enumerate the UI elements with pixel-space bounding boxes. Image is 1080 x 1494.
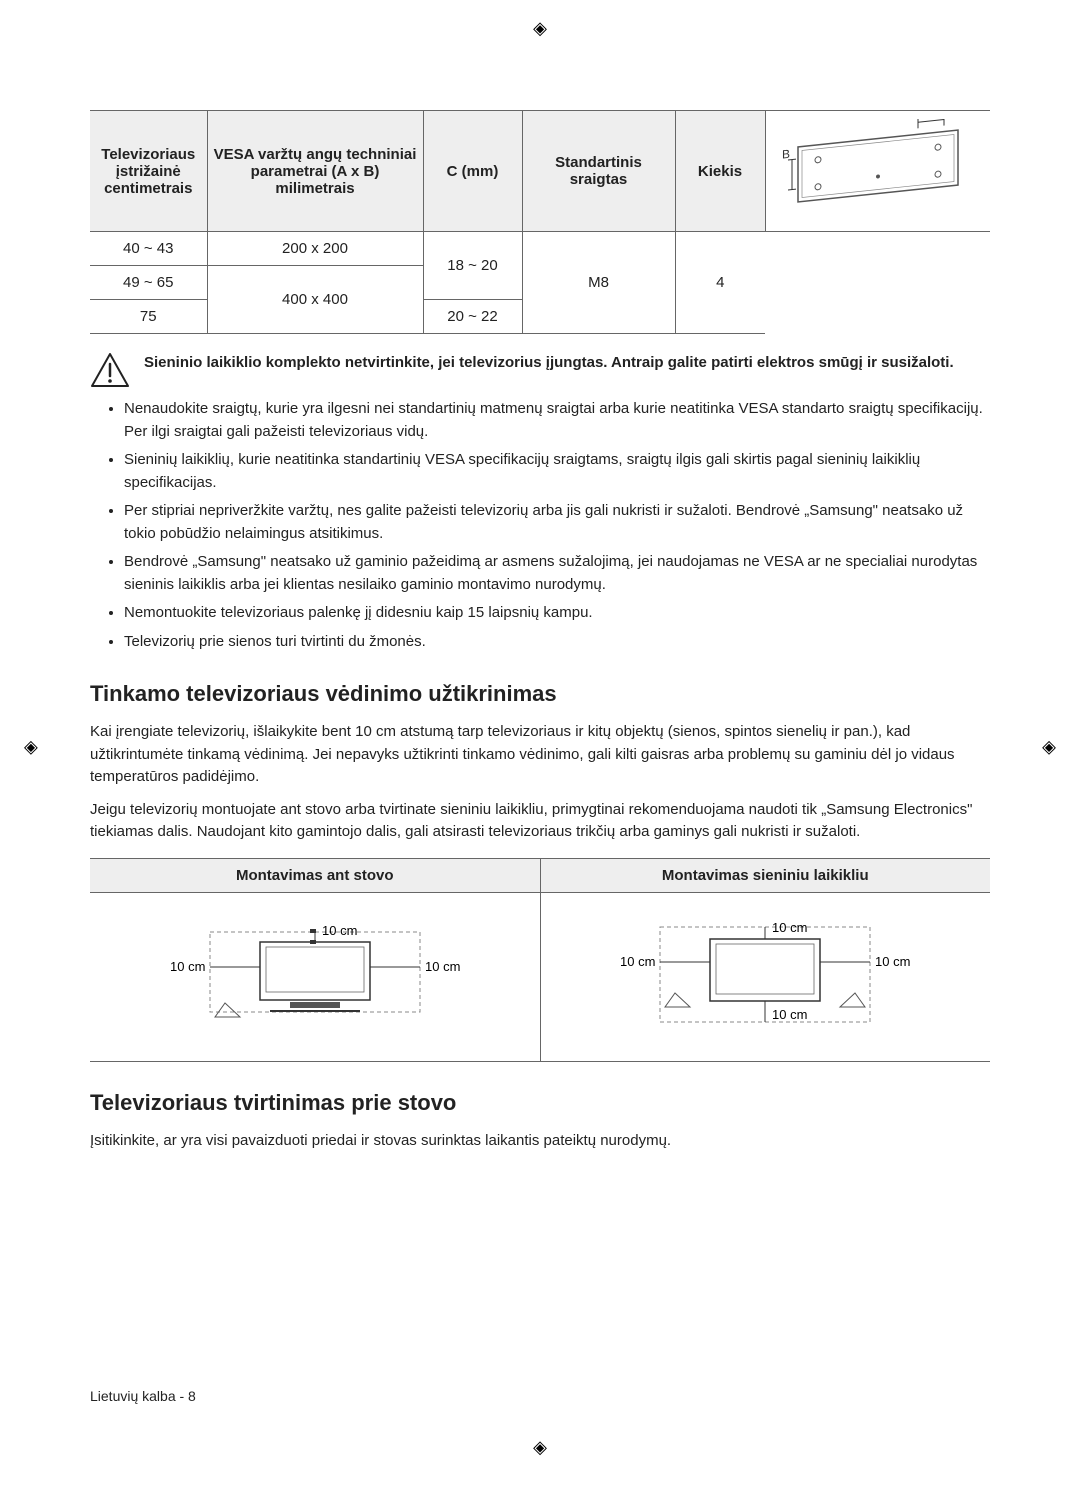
vent-diagram-wall: 10 cm 10 cm 10 cm 10 cm	[540, 892, 990, 1061]
section-heading: Televizoriaus tvirtinimas prie stovo	[90, 1090, 990, 1116]
list-item: Nenaudokite sraigtų, kurie yra ilgesni n…	[124, 398, 990, 443]
vesa-bracket-icon: A B	[778, 119, 978, 219]
table-row: 10 cm 10 cm 10 cm 10 cm 10	[90, 892, 990, 1061]
body-text: Kai įrengiate televizorių, išlaikykite b…	[90, 721, 990, 789]
cell-c: 18 ~ 20	[423, 232, 522, 300]
warning-block: Sieninio laikiklio komplekto netvirtinki…	[90, 352, 990, 388]
cell-diag: 40 ~ 43	[90, 232, 207, 266]
cell-vesa: 400 x 400	[207, 266, 423, 334]
svg-text:10 cm: 10 cm	[322, 923, 357, 938]
table-row: Montavimas ant stovo Montavimas sieniniu…	[90, 858, 990, 892]
registration-mark-icon: ◈	[533, 1437, 547, 1458]
col-header: Kiekis	[675, 111, 765, 232]
col-header: Televizoriaus įstrižainė centimetrais	[90, 111, 207, 232]
warning-icon	[90, 352, 130, 388]
svg-text:B: B	[782, 147, 790, 162]
cell-diag: 75	[90, 300, 207, 334]
list-item: Per stipriai nepriveržkite varžtų, nes g…	[124, 500, 990, 545]
body-text: Įsitikinkite, ar yra visi pavaizduoti pr…	[90, 1130, 990, 1153]
registration-mark-icon: ◈	[24, 737, 38, 758]
col-header: Montavimas sieniniu laikikliu	[540, 858, 990, 892]
page-footer: Lietuvių kalba - 8	[90, 1388, 196, 1404]
warning-bullets: Nenaudokite sraigtų, kurie yra ilgesni n…	[90, 398, 990, 653]
svg-text:10 cm: 10 cm	[170, 959, 205, 974]
col-header: VESA varžtų angų techniniai parametrai (…	[207, 111, 423, 232]
list-item: Sieninių laikiklių, kurie neatitinka sta…	[124, 449, 990, 494]
col-header: Standartinis sraigtas	[522, 111, 675, 232]
registration-mark-icon: ◈	[533, 18, 547, 39]
cell-diag: 49 ~ 65	[90, 266, 207, 300]
ventilation-table: Montavimas ant stovo Montavimas sieniniu…	[90, 858, 990, 1062]
bracket-diagram-cell: A B	[765, 111, 990, 232]
svg-text:10 cm: 10 cm	[425, 959, 460, 974]
svg-text:10 cm: 10 cm	[620, 954, 655, 969]
col-header: Montavimas ant stovo	[90, 858, 540, 892]
cell-screw: M8	[522, 232, 675, 334]
spec-table: Televizoriaus įstrižainė centimetrais VE…	[90, 110, 990, 334]
table-row: Televizoriaus įstrižainė centimetrais VE…	[90, 111, 990, 232]
list-item: Televizorių prie sienos turi tvirtinti d…	[124, 631, 990, 654]
page-content: Televizoriaus įstrižainė centimetrais VE…	[90, 0, 990, 1152]
svg-text:10 cm: 10 cm	[772, 1007, 807, 1022]
body-text: Jeigu televizorių montuojate ant stovo a…	[90, 799, 990, 844]
cell-c: 20 ~ 22	[423, 300, 522, 334]
section-heading: Tinkamo televizoriaus vėdinimo užtikrini…	[90, 681, 990, 707]
registration-mark-icon: ◈	[1042, 737, 1056, 758]
tv-wall-icon: 10 cm 10 cm 10 cm 10 cm	[600, 907, 930, 1037]
col-header: C (mm)	[423, 111, 522, 232]
svg-text:10 cm: 10 cm	[875, 954, 910, 969]
vent-diagram-stand: 10 cm 10 cm 10 cm	[90, 892, 540, 1061]
tv-stand-icon: 10 cm 10 cm 10 cm	[150, 907, 480, 1037]
warning-text: Sieninio laikiklio komplekto netvirtinki…	[144, 352, 954, 374]
list-item: Bendrovė „Samsung" neatsako už gaminio p…	[124, 551, 990, 596]
cell-vesa: 200 x 200	[207, 232, 423, 266]
svg-text:10 cm: 10 cm	[772, 920, 807, 935]
list-item: Nemontuokite televizoriaus palenkę jį di…	[124, 602, 990, 625]
table-row: 40 ~ 43 200 x 200 18 ~ 20 M8 4	[90, 232, 990, 266]
cell-qty: 4	[675, 232, 765, 334]
